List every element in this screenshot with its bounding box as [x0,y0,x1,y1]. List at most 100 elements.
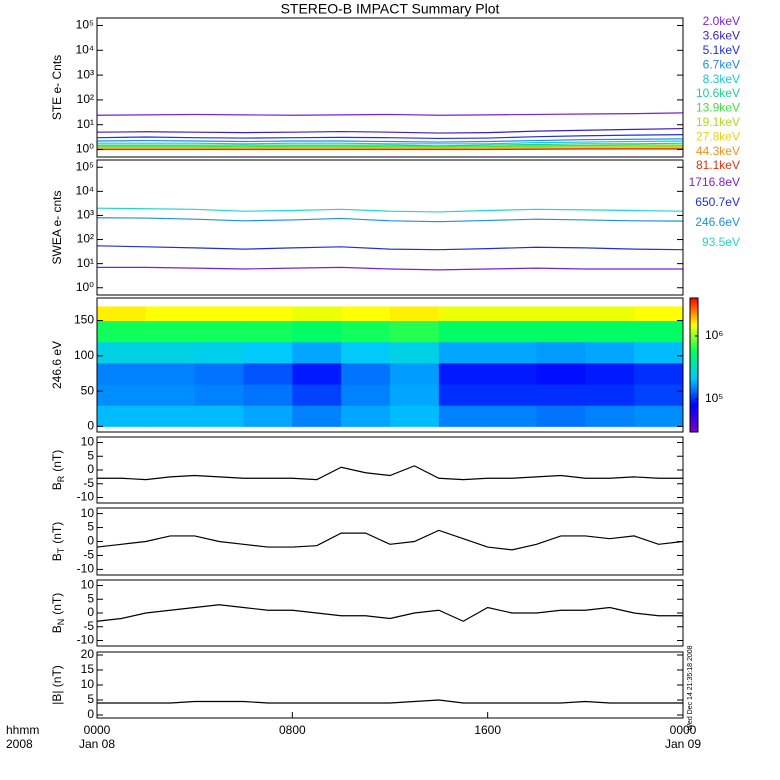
date-label: Jan 09 [665,737,701,751]
y-tick-label: 10¹ [77,256,94,270]
series-line [97,127,683,134]
series-line [97,133,683,140]
heat-cell [634,320,683,343]
y-tick-label: 0 [87,707,94,721]
heat-cell [585,320,635,343]
legend-entry: 6.7keV [703,57,740,71]
series-line [97,138,683,143]
heat-cell [487,362,537,385]
x-tick-label: 0000 [670,723,697,737]
heat-cell [390,320,440,343]
series-line [97,699,683,704]
heat-cell [438,306,489,322]
plot-area [97,207,683,271]
x-tick-label: 1600 [474,723,501,737]
colorbar-tick-label: 10⁵ [705,391,723,405]
heat-cell [145,341,196,364]
heat-cell [145,306,196,322]
legend-entry: 650.7eV [695,195,740,209]
heat-cell [194,384,244,406]
y-tick-label: 5 [87,692,94,706]
plot-area [97,306,683,427]
chart-title: STEREO-B IMPACT Summary Plot [281,1,500,17]
series-line [97,217,683,223]
heat-cell [341,320,391,343]
y-tick-label: 5 [87,591,94,605]
y-tick-label: 10² [77,92,94,106]
plot-area [97,604,683,622]
y-tick-label: 5 [87,448,94,462]
heat-cell [194,405,244,427]
heat-cell [292,384,342,406]
y-axis-label: BN (nT) [50,593,66,634]
heat-cell [194,306,244,322]
series-line [97,245,683,251]
y-tick-label: 100 [74,348,94,362]
y-tick-label: 10⁴ [75,184,94,198]
y-tick-label: 10⁵ [76,18,94,32]
heat-cell [341,362,391,385]
x-tick-label: 0800 [279,723,306,737]
heat-cell [487,306,537,322]
legend-entry: 5.1keV [703,43,740,57]
legend-entry: 3.6keV [703,29,740,43]
heat-cell [585,341,635,364]
heat-cell [487,320,537,343]
y-label-rest: (nT) [50,593,64,615]
colorbar-tick-label: 10⁶ [705,328,723,342]
timestamp: Wed Dec 14 21:35:18 2008 [687,645,694,730]
heat-cell [97,341,147,364]
series-line [97,142,683,147]
heat-cell [145,320,196,343]
y-label-sub: R [56,475,66,482]
heat-cell [243,341,293,364]
y-label-rest: (nT) [50,522,64,544]
heat-cell [438,362,489,385]
y-tick-label: -10 [77,562,95,576]
legend-entry: 1716.8eV [689,175,740,189]
heat-cell [536,362,586,385]
heat-cell [194,320,244,343]
heat-cell [390,341,440,364]
heat-cell [487,405,537,427]
heat-cell [97,320,147,343]
heat-cell [292,341,342,364]
heat-cell [390,405,440,427]
y-label-main: B [50,553,64,561]
heat-cell [145,405,196,427]
legend-entry: 19.1keV [696,115,740,129]
y-label-rest: (nT) [50,450,64,472]
y-axis-label: BR (nT) [50,450,66,491]
heat-cell [536,306,586,322]
y-tick-label: 15 [81,662,95,676]
panel-frame [96,159,684,296]
y-label-main: B [50,625,64,633]
y-tick-label: -5 [83,476,94,490]
y-tick-label: 0 [87,605,94,619]
plot-area [97,465,683,481]
heat-cell [487,341,537,364]
y-tick-label: 10⁴ [75,42,94,56]
series-line [97,140,683,145]
heat-cell [536,405,586,427]
colorbar [689,297,699,433]
heat-cell [585,405,635,427]
series-line [97,529,683,551]
legend-entry: 81.1keV [696,158,740,172]
y-tick-label: 150 [74,313,94,327]
y-tick-label: 10² [77,232,94,246]
heat-cell [292,306,342,322]
heat-cell [194,362,244,385]
plot-area [97,699,683,704]
heat-cell [536,384,586,406]
legend-entry: 10.6keV [696,86,740,100]
heat-cell [97,306,147,322]
heat-cell [341,384,391,406]
heat-cell [634,405,683,427]
y-tick-label: 10 [81,506,95,520]
series-line [97,148,683,151]
y-tick-label: 10⁵ [76,159,94,173]
y-label-main: |B| (nT) [50,665,64,705]
heat-cell [634,384,683,406]
